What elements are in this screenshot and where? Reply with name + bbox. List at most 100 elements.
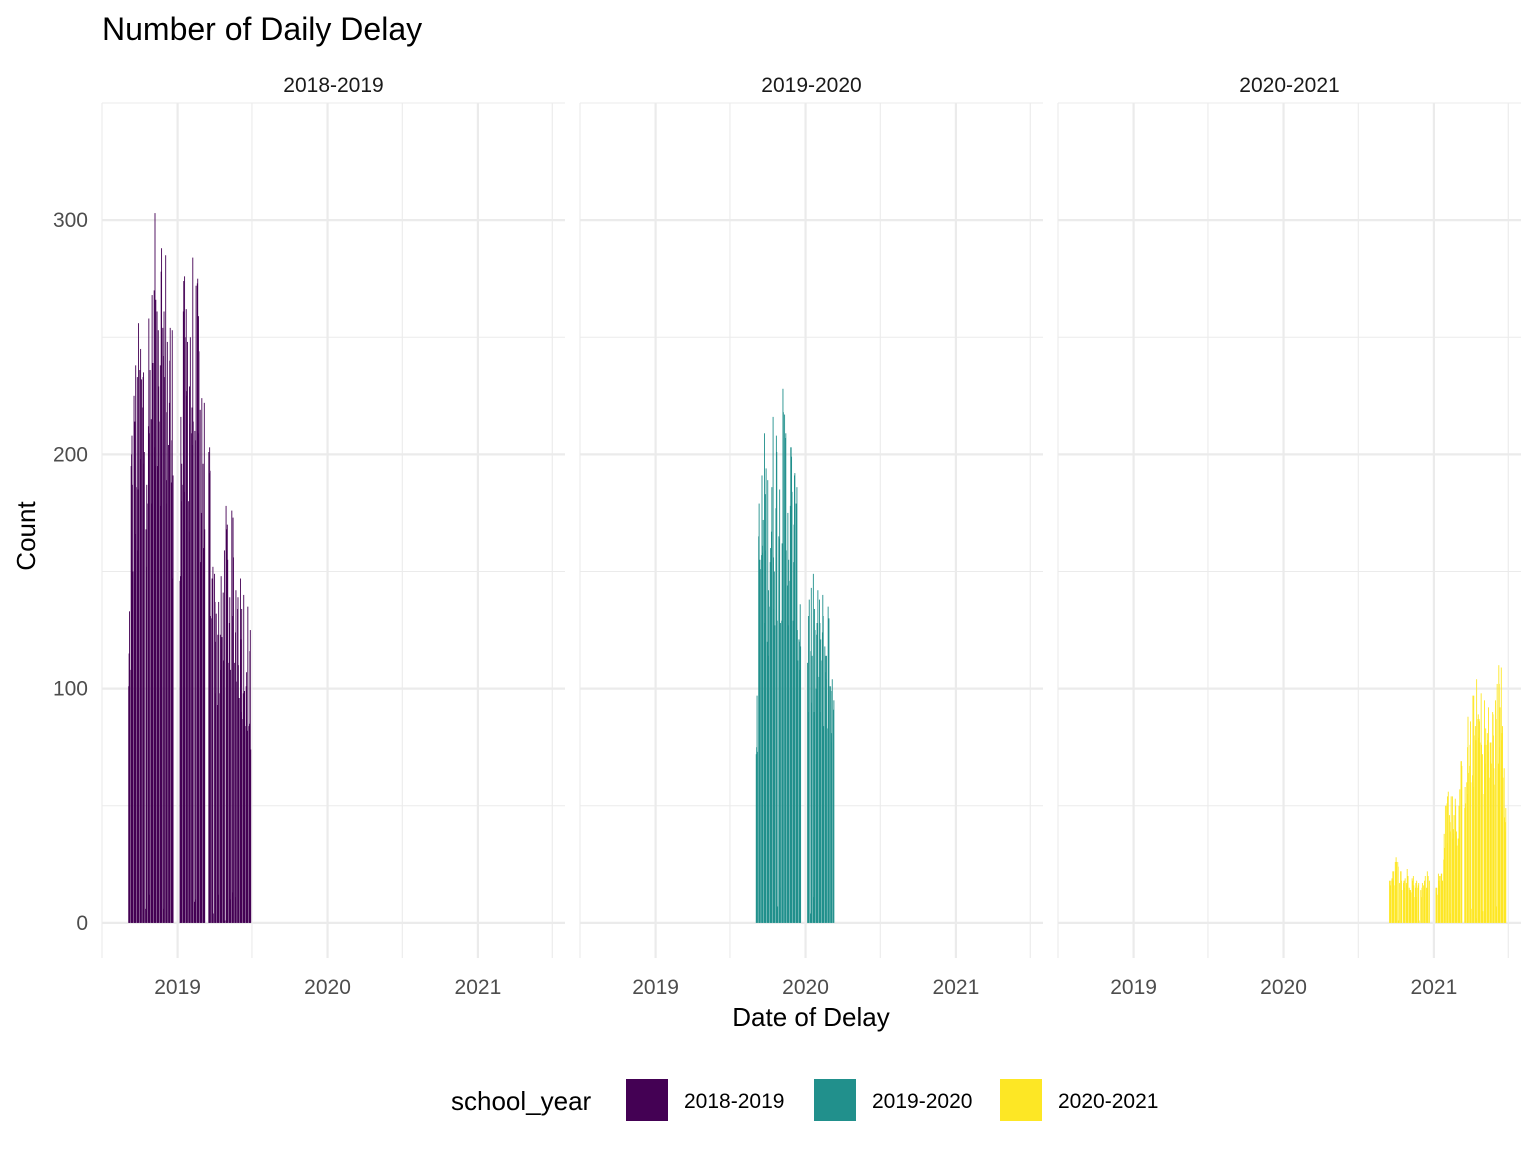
bar bbox=[782, 412, 784, 923]
y-axis-title: Count bbox=[11, 501, 41, 571]
bar bbox=[1447, 791, 1449, 923]
legend-label: 2018-2019 bbox=[684, 1090, 784, 1113]
bar bbox=[831, 679, 833, 923]
bar bbox=[1456, 845, 1458, 923]
bar bbox=[234, 662, 236, 923]
bar bbox=[194, 430, 196, 923]
bar bbox=[169, 327, 171, 923]
bar bbox=[1418, 920, 1420, 923]
bar bbox=[1442, 880, 1443, 923]
bar bbox=[212, 566, 214, 923]
bar bbox=[158, 386, 160, 923]
bar bbox=[1461, 765, 1463, 923]
facet-strip-label: 2019-2020 bbox=[761, 74, 861, 97]
bar bbox=[1490, 763, 1492, 923]
bar bbox=[247, 606, 249, 923]
bar bbox=[246, 672, 248, 923]
bar bbox=[181, 463, 183, 923]
legend-key bbox=[1000, 1079, 1042, 1121]
series-2019-2020 bbox=[755, 388, 835, 923]
bar bbox=[771, 487, 773, 923]
x-tick-label: 2020 bbox=[304, 976, 351, 999]
bar bbox=[212, 913, 214, 923]
legend-label: 2019-2020 bbox=[872, 1090, 972, 1113]
bar bbox=[1488, 707, 1489, 923]
bar bbox=[1476, 719, 1478, 923]
bar bbox=[1390, 880, 1392, 923]
bar bbox=[201, 398, 203, 923]
bar bbox=[1470, 908, 1472, 923]
legend-item-2020-2021: 2020-2021 bbox=[1000, 1079, 1158, 1121]
bar bbox=[1495, 700, 1496, 923]
bar bbox=[826, 655, 827, 923]
bar bbox=[759, 569, 761, 923]
y-tick-label: 100 bbox=[53, 678, 88, 701]
bar bbox=[1407, 876, 1409, 923]
bar bbox=[1505, 808, 1507, 923]
bar bbox=[765, 468, 767, 923]
bar bbox=[229, 597, 231, 923]
bar bbox=[192, 421, 194, 923]
bar bbox=[1436, 887, 1438, 923]
bar bbox=[785, 550, 787, 923]
bar bbox=[1459, 789, 1461, 923]
facet-panel-2018-2019: 2018-2019 2019 2020 2021 0 100 200 300 bbox=[53, 74, 565, 999]
bar bbox=[161, 248, 163, 923]
facet-panel-2019-2020: 2019-2020 2019 2020 2021 bbox=[579, 74, 1043, 999]
legend-label: 2020-2021 bbox=[1058, 1090, 1158, 1113]
bar bbox=[808, 599, 810, 923]
bar bbox=[233, 557, 234, 923]
bar bbox=[776, 620, 778, 923]
bar bbox=[1481, 754, 1483, 923]
bar bbox=[1401, 890, 1403, 923]
bar bbox=[1439, 876, 1441, 923]
bar bbox=[1393, 871, 1395, 923]
bar bbox=[166, 341, 168, 923]
bar bbox=[1450, 796, 1452, 923]
x-tick-label: 2021 bbox=[933, 976, 980, 999]
bar bbox=[1421, 883, 1423, 923]
bar bbox=[820, 639, 822, 923]
facet-panels: 2018-2019 2019 2020 2021 0 100 200 300 2019-2020… bbox=[53, 74, 1521, 999]
bar bbox=[777, 906, 779, 923]
bar bbox=[221, 637, 223, 923]
bar bbox=[1416, 880, 1418, 923]
bar bbox=[1404, 878, 1406, 923]
x-tick-label: 2020 bbox=[782, 976, 829, 999]
bar bbox=[1449, 822, 1451, 923]
bar bbox=[230, 669, 232, 923]
bar bbox=[132, 571, 134, 923]
legend-title: school_year bbox=[451, 1086, 592, 1116]
x-axis-title: Date of Delay bbox=[732, 1002, 890, 1032]
bar bbox=[797, 660, 799, 923]
x-tick-label: 2021 bbox=[1411, 976, 1458, 999]
bar bbox=[1413, 885, 1415, 923]
bar bbox=[1420, 890, 1422, 923]
bar bbox=[162, 327, 164, 923]
bar bbox=[195, 285, 197, 923]
y-tick-label: 300 bbox=[53, 209, 88, 232]
bar bbox=[814, 630, 816, 923]
bar bbox=[148, 318, 150, 923]
bar bbox=[774, 625, 776, 923]
bar bbox=[149, 370, 151, 923]
bar bbox=[129, 669, 131, 923]
bar bbox=[187, 341, 188, 923]
bar bbox=[1398, 883, 1400, 923]
x-tick-label: 2019 bbox=[1110, 976, 1157, 999]
bar bbox=[1465, 803, 1466, 923]
bar bbox=[1428, 880, 1430, 923]
bar bbox=[1470, 782, 1472, 923]
bar bbox=[1499, 707, 1501, 923]
chart-title: Number of Daily Delay bbox=[102, 11, 422, 47]
bar bbox=[1485, 728, 1487, 923]
x-tick-label: 2021 bbox=[455, 976, 502, 999]
bar bbox=[184, 276, 186, 923]
bar bbox=[155, 299, 157, 923]
bar bbox=[231, 510, 233, 923]
legend-key bbox=[626, 1079, 668, 1121]
facet-strip-label: 2018-2019 bbox=[283, 74, 383, 97]
bar bbox=[210, 616, 211, 923]
legend-item-2018-2019: 2018-2019 bbox=[626, 1079, 784, 1121]
bar bbox=[1482, 911, 1484, 923]
